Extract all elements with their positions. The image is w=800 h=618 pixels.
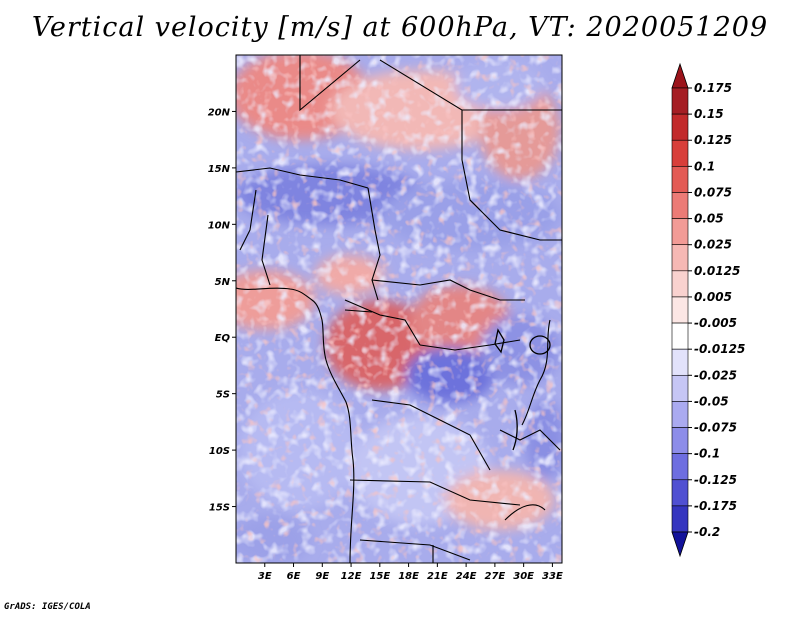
colorbar-top-arrow — [671, 62, 689, 89]
colorbar-segment — [671, 244, 689, 272]
colorbar-segment — [671, 113, 689, 141]
colorbar-segment — [671, 348, 689, 376]
colorbar-label: -0.2 — [694, 525, 720, 539]
lon-tick-label: 12E — [341, 571, 362, 582]
colorbar-segment — [671, 139, 689, 167]
colorbar-label: 0.025 — [694, 238, 732, 252]
colorbar-label: -0.175 — [694, 499, 737, 513]
map-title: Vertical velocity [m/s] at 600hPa, VT: 2… — [31, 12, 769, 43]
lon-tick-label: 6E — [287, 571, 301, 582]
colorbar-label: 0.05 — [694, 212, 724, 226]
colorbar-label: -0.075 — [694, 421, 737, 435]
colorbar-segment — [671, 296, 689, 324]
credit-label: GrADS: IGES/COLA — [4, 602, 91, 612]
lon-tick-label: 9E — [315, 571, 329, 582]
colorbar-segment — [671, 166, 689, 193]
lat-tick-label: EQ — [215, 333, 231, 344]
velocity-field — [236, 55, 562, 563]
colorbar-label: 0.0125 — [694, 264, 740, 278]
colorbar-label: -0.125 — [694, 473, 737, 487]
lon-tick-label: 21E — [427, 571, 448, 582]
colorbar-label: -0.025 — [694, 368, 737, 382]
colorbar-segment — [671, 427, 689, 454]
lat-tick-label: 5S — [216, 390, 230, 401]
colorbar-label: -0.1 — [694, 447, 720, 461]
colorbar: 0.175 0.15 0.125 0.1 0.075 0.05 0.025 0.0125 0.0… — [671, 62, 745, 558]
colorbar-segment — [671, 322, 689, 350]
lon-tick-label: 33E — [542, 571, 563, 582]
colorbar-label: 0.15 — [694, 107, 724, 121]
colorbar-label: 0.175 — [694, 81, 732, 95]
colorbar-segment — [671, 505, 689, 533]
colorbar-label: 0.1 — [694, 159, 715, 173]
colorbar-segment — [671, 192, 689, 219]
colorbar-label: 0.125 — [694, 133, 732, 147]
lon-tick-label: 18E — [398, 571, 419, 582]
country-borders — [236, 55, 562, 563]
colorbar-label: 0.075 — [694, 185, 732, 199]
lat-tick-label: 10N — [208, 220, 231, 231]
colorbar-label: -0.005 — [694, 316, 737, 330]
colorbar-bottom-arrow — [671, 531, 689, 558]
colorbar-label: -0.0125 — [694, 342, 745, 356]
colorbar-label: 0.005 — [694, 290, 732, 304]
map-frame — [235, 54, 563, 564]
longitude-axis: 3E 6E 9E 12E 15E 18E 21E 24E 27E 30E 33E — [258, 563, 563, 582]
lat-tick-label: 5N — [215, 277, 231, 288]
lon-tick-label: 30E — [513, 571, 534, 582]
colorbar-segment — [671, 218, 689, 246]
lon-tick-label: 27E — [485, 571, 506, 582]
lat-tick-label: 15S — [209, 503, 230, 514]
lat-tick-label: 10S — [209, 446, 230, 457]
colorbar-label: -0.05 — [694, 394, 729, 408]
colorbar-segment — [671, 270, 689, 298]
latitude-axis: 20N 15N 10N 5N EQ 5S 10S 15S — [208, 107, 236, 514]
colorbar-segment — [671, 453, 689, 481]
lat-tick-label: 20N — [208, 107, 231, 118]
lakes — [494, 328, 551, 451]
lon-tick-label: 15E — [369, 571, 390, 582]
colorbar-segment — [671, 479, 689, 507]
colorbar-segment — [671, 87, 689, 115]
lat-tick-label: 15N — [208, 164, 231, 175]
colorbar-segment — [671, 374, 689, 402]
lon-tick-label: 3E — [258, 571, 272, 582]
colorbar-segment — [671, 401, 689, 428]
lon-tick-label: 24E — [456, 571, 477, 582]
